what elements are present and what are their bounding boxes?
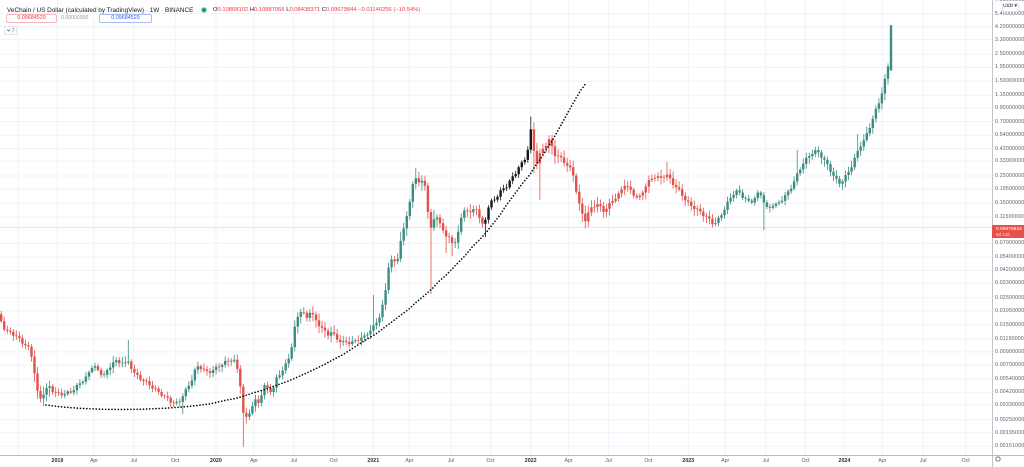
svg-text:7: 7 [11,28,14,34]
